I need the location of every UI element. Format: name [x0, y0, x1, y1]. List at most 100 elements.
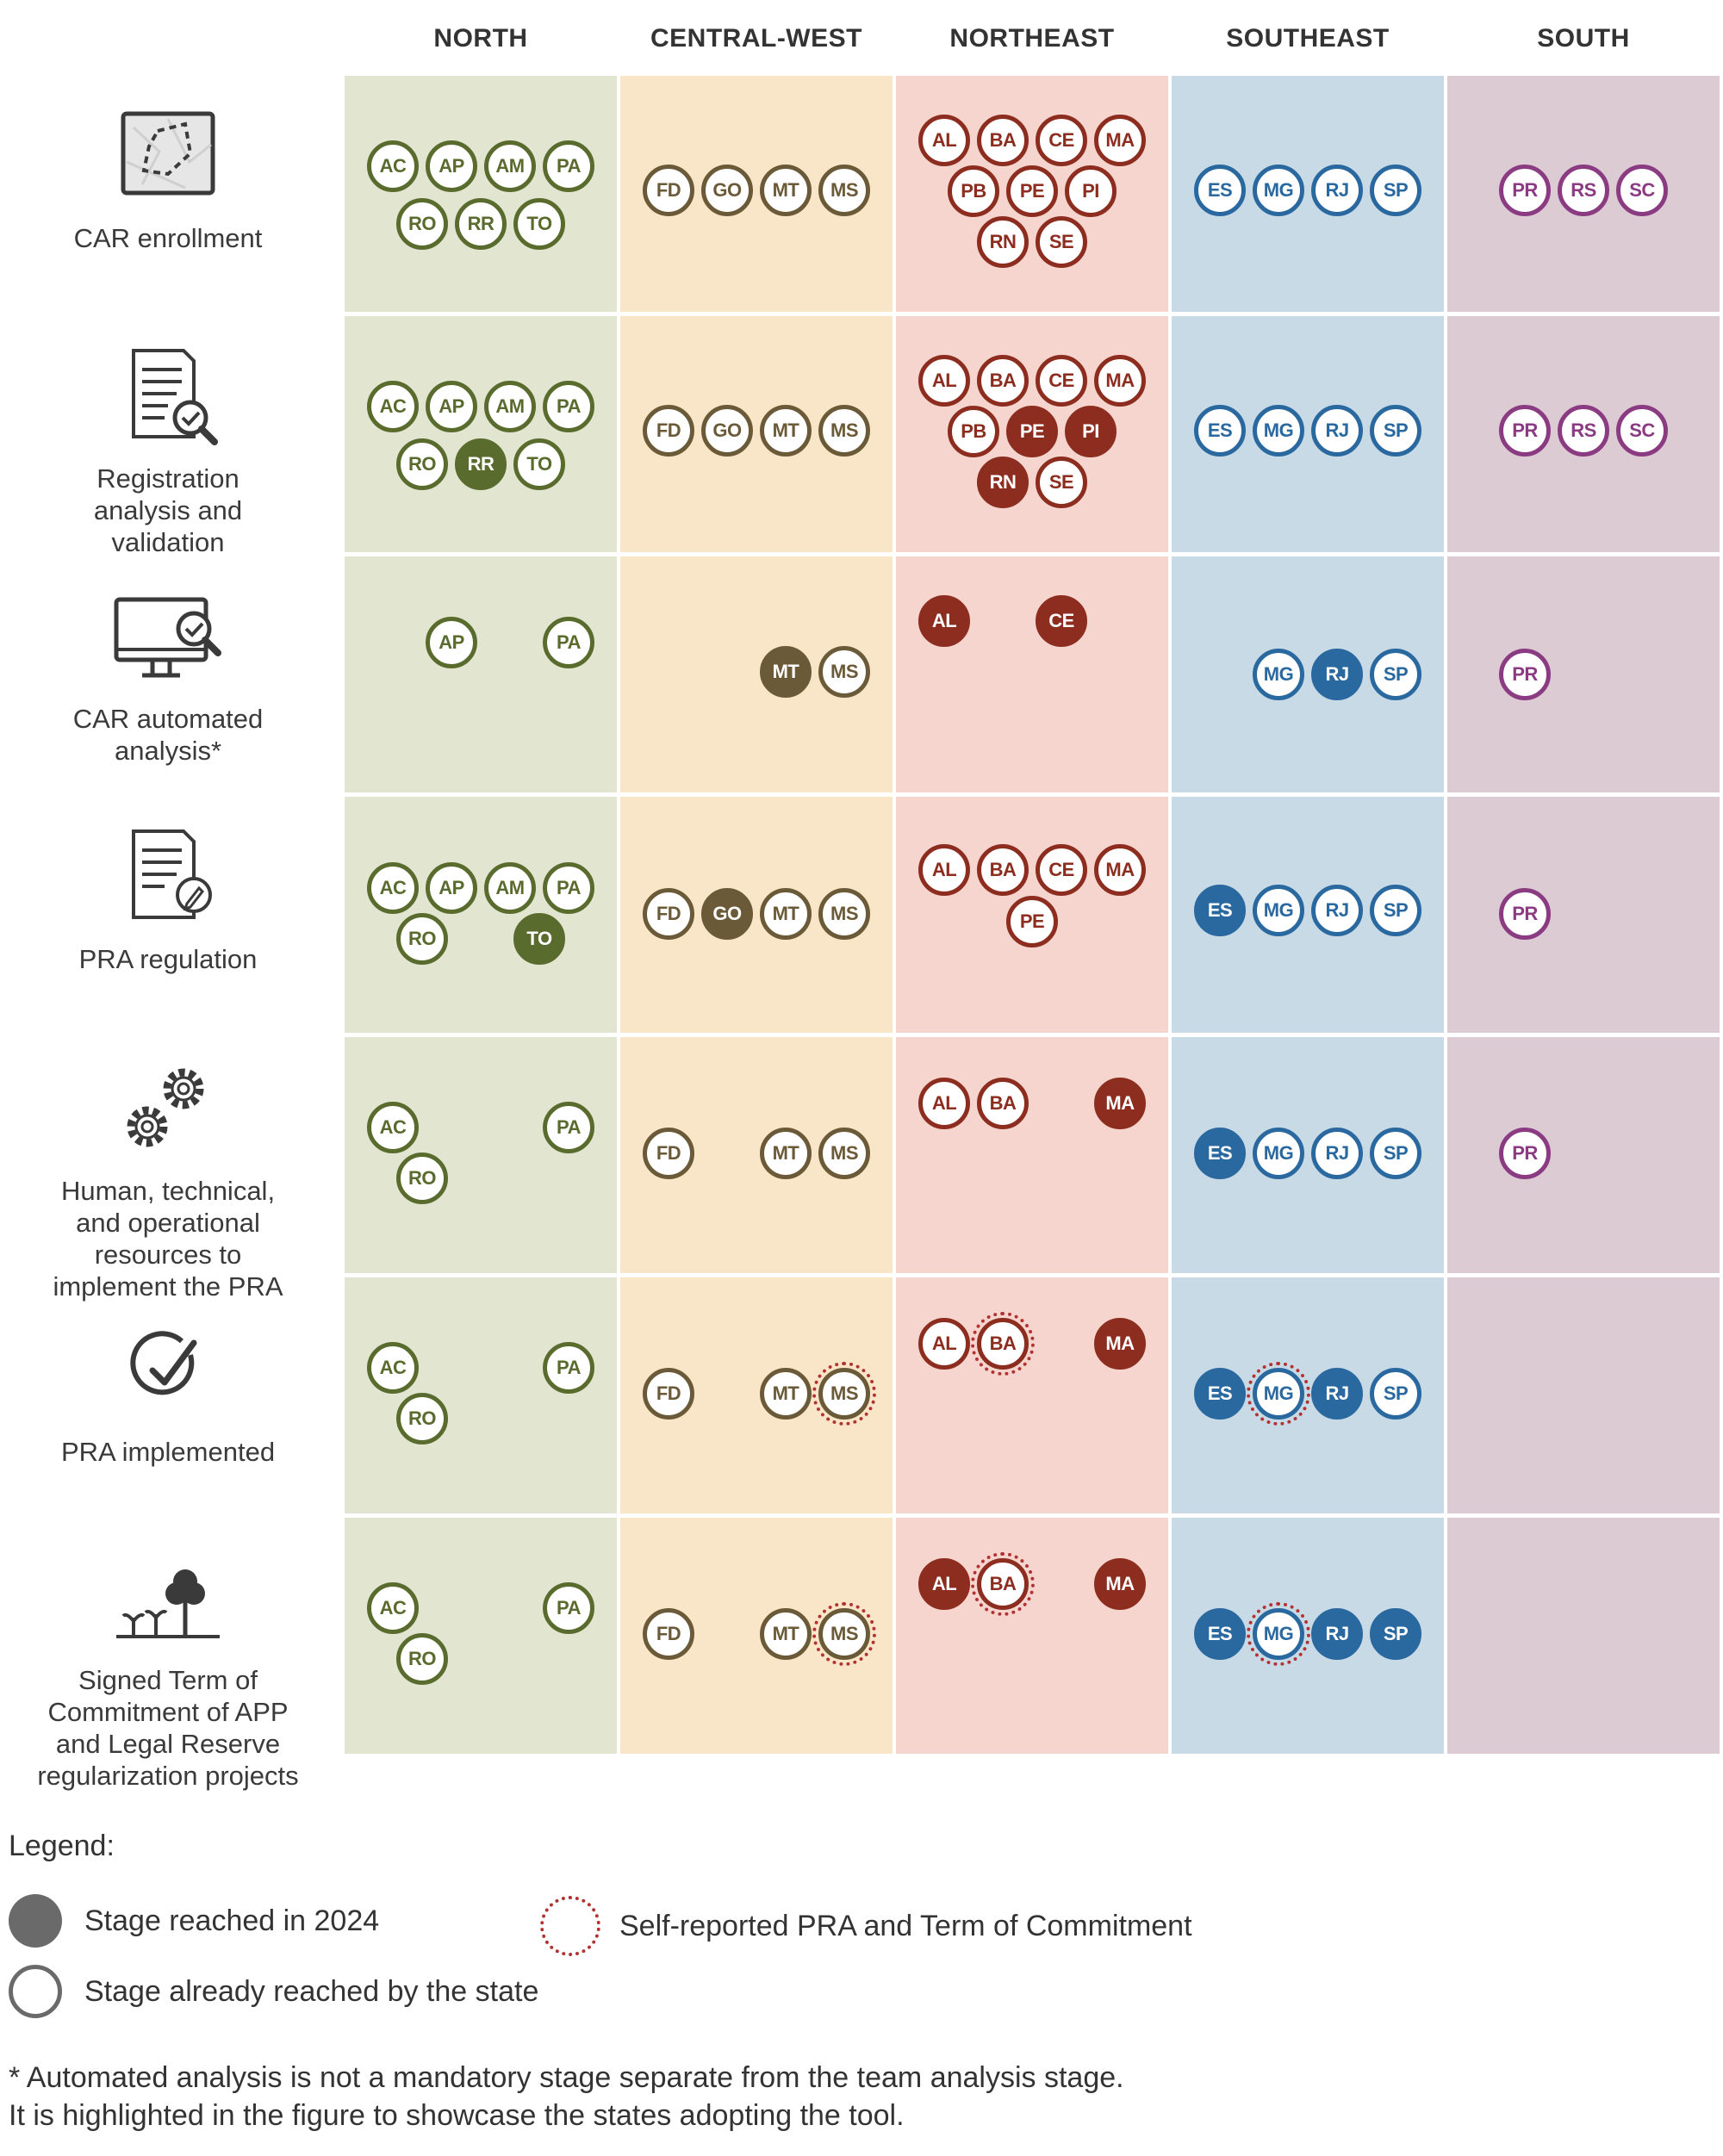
cell-south-stage-2: PR RS SC: [1447, 316, 1720, 552]
legend-self-label: Self-reported PRA and Term of Commitment: [619, 1909, 1192, 1942]
state-badge-mg: MG: [1247, 1602, 1310, 1666]
state-badge-sp: SP: [1370, 1608, 1421, 1660]
legend-title: Legend:: [9, 1830, 115, 1862]
cell-south-stage-1: PR RS SC: [1447, 76, 1720, 312]
state-badge-ap: AP: [426, 140, 477, 192]
state-badge-mt: MT: [760, 1368, 812, 1420]
state-badge-ro: RO: [396, 1393, 448, 1445]
stage-label-2: Registration analysis and validation: [0, 342, 336, 558]
state-badge-ce: CE: [1036, 844, 1087, 896]
state-badge-am: AM: [484, 381, 536, 432]
state-badge-sp: SP: [1370, 1128, 1421, 1179]
state-badge-ma: MA: [1094, 844, 1146, 896]
cell-southeast-stage-7: ES MG RJ SP: [1172, 1518, 1444, 1754]
cell-north-stage-6: AC PA RO: [345, 1277, 617, 1513]
state-badge-ba: BA: [971, 1552, 1035, 1616]
state-badge-go: GO: [701, 405, 753, 457]
state-badge-es: ES: [1194, 165, 1246, 216]
state-badge-ba: BA: [977, 844, 1029, 896]
state-badge-ac: AC: [367, 862, 419, 914]
state-badge-mt: MT: [760, 405, 812, 457]
state-badge-go: GO: [701, 165, 753, 216]
state-badge-ro: RO: [396, 1153, 448, 1204]
state-badge-ma: MA: [1094, 1318, 1146, 1370]
state-badge-ms: MS: [818, 405, 870, 457]
state-badge-pa: PA: [543, 862, 594, 914]
state-badge-ap: AP: [426, 617, 477, 668]
cell-northeast-stage-6: AL BA MA: [896, 1277, 1168, 1513]
cell-northeast-stage-5: AL BA MA: [896, 1037, 1168, 1273]
stage-label-text: PRA implemented: [60, 1437, 276, 1467]
state-badge-pb: PB: [948, 406, 999, 457]
state-badge-ro: RO: [396, 913, 448, 965]
region-header-south: SOUTH: [1537, 24, 1630, 53]
state-badge-pr: PR: [1499, 1128, 1551, 1179]
state-badge-pe: PE: [1006, 406, 1058, 457]
state-badge-mg: MG: [1253, 1128, 1304, 1179]
state-badge-ms: MS: [818, 888, 870, 940]
state-badge-ac: AC: [367, 381, 419, 432]
state-badge-mg: MG: [1253, 649, 1304, 700]
state-badge-mt: MT: [760, 1608, 812, 1660]
state-badge-ms: MS: [818, 1128, 870, 1179]
state-badge-pe: PE: [1006, 165, 1058, 217]
state-badge-es: ES: [1194, 405, 1246, 457]
cell-south-stage-7: [1447, 1518, 1720, 1754]
cell-north-stage-4: AC AP AM PA RO TO: [345, 797, 617, 1033]
checkmark-icon: [108, 1315, 228, 1427]
stage-label-text: Human, technical, and operational resour…: [53, 1176, 283, 1302]
state-badge-pr: PR: [1499, 888, 1551, 940]
state-badge-ma: MA: [1094, 355, 1146, 407]
map-icon: [108, 102, 228, 214]
cell-central-west-stage-7: FD MT MS: [620, 1518, 893, 1754]
state-badge-sp: SP: [1370, 405, 1421, 457]
gears-icon: [108, 1054, 228, 1166]
state-badge-mg: MG: [1253, 165, 1304, 216]
state-badge-ba: BA: [977, 1078, 1029, 1129]
state-badge-fd: FD: [643, 888, 694, 940]
state-badge-al: AL: [918, 844, 970, 896]
computer-check-icon: [108, 582, 228, 694]
state-badge-pa: PA: [543, 381, 594, 432]
cell-southeast-stage-2: ES MG RJ SP: [1172, 316, 1444, 552]
cell-south-stage-5: PR: [1447, 1037, 1720, 1273]
region-header-southeast: SOUTHEAST: [1226, 24, 1390, 53]
state-badge-ap: AP: [426, 381, 477, 432]
state-badge-fd: FD: [643, 1608, 694, 1660]
state-badge-ro: RO: [396, 1633, 448, 1685]
region-header-northeast: NORTHEAST: [949, 24, 1115, 53]
state-badge-sp: SP: [1370, 1368, 1421, 1420]
state-badge-mt: MT: [760, 1128, 812, 1179]
state-badge-fd: FD: [643, 165, 694, 216]
cell-central-west-stage-2: FD GO MT MS: [620, 316, 893, 552]
state-badge-pr: PR: [1499, 649, 1551, 700]
state-badge-sp: SP: [1370, 165, 1421, 216]
cell-north-stage-1: AC AP AM PA RO RR TO: [345, 76, 617, 312]
state-badge-pr: PR: [1499, 165, 1551, 216]
cell-northeast-stage-2: AL BA CE MA PB PE PI RN SE: [896, 316, 1168, 552]
state-badge-se: SE: [1036, 216, 1087, 268]
state-badge-mt: MT: [760, 888, 812, 940]
state-badge-es: ES: [1194, 1128, 1246, 1179]
state-badge-al: AL: [918, 355, 970, 407]
cell-central-west-stage-3: MT MS: [620, 556, 893, 792]
state-badge-ms: MS: [812, 1362, 876, 1426]
state-badge-rj: RJ: [1311, 649, 1363, 700]
cell-north-stage-5: AC PA RO: [345, 1037, 617, 1273]
state-badge-sp: SP: [1370, 885, 1421, 936]
state-badge-pa: PA: [543, 140, 594, 192]
state-badge-rj: RJ: [1311, 165, 1363, 216]
state-badge-mt: MT: [760, 646, 812, 698]
cell-southeast-stage-1: ES MG RJ SP: [1172, 76, 1444, 312]
legend-filled-label: Stage reached in 2024: [84, 1904, 380, 1937]
state-badge-fd: FD: [643, 1368, 694, 1420]
state-badge-al: AL: [918, 115, 970, 166]
legend-item-self: Self-reported PRA and Term of Commitment: [540, 1896, 1192, 1956]
state-badge-rn: RN: [977, 216, 1029, 268]
cell-central-west-stage-5: FD MT MS: [620, 1037, 893, 1273]
legend-outline-label: Stage already reached by the state: [84, 1974, 539, 2008]
document-pen-icon: [108, 823, 228, 935]
legend-self-swatch: [540, 1896, 600, 1956]
state-badge-ap: AP: [426, 862, 477, 914]
state-badge-rj: RJ: [1311, 1368, 1363, 1420]
